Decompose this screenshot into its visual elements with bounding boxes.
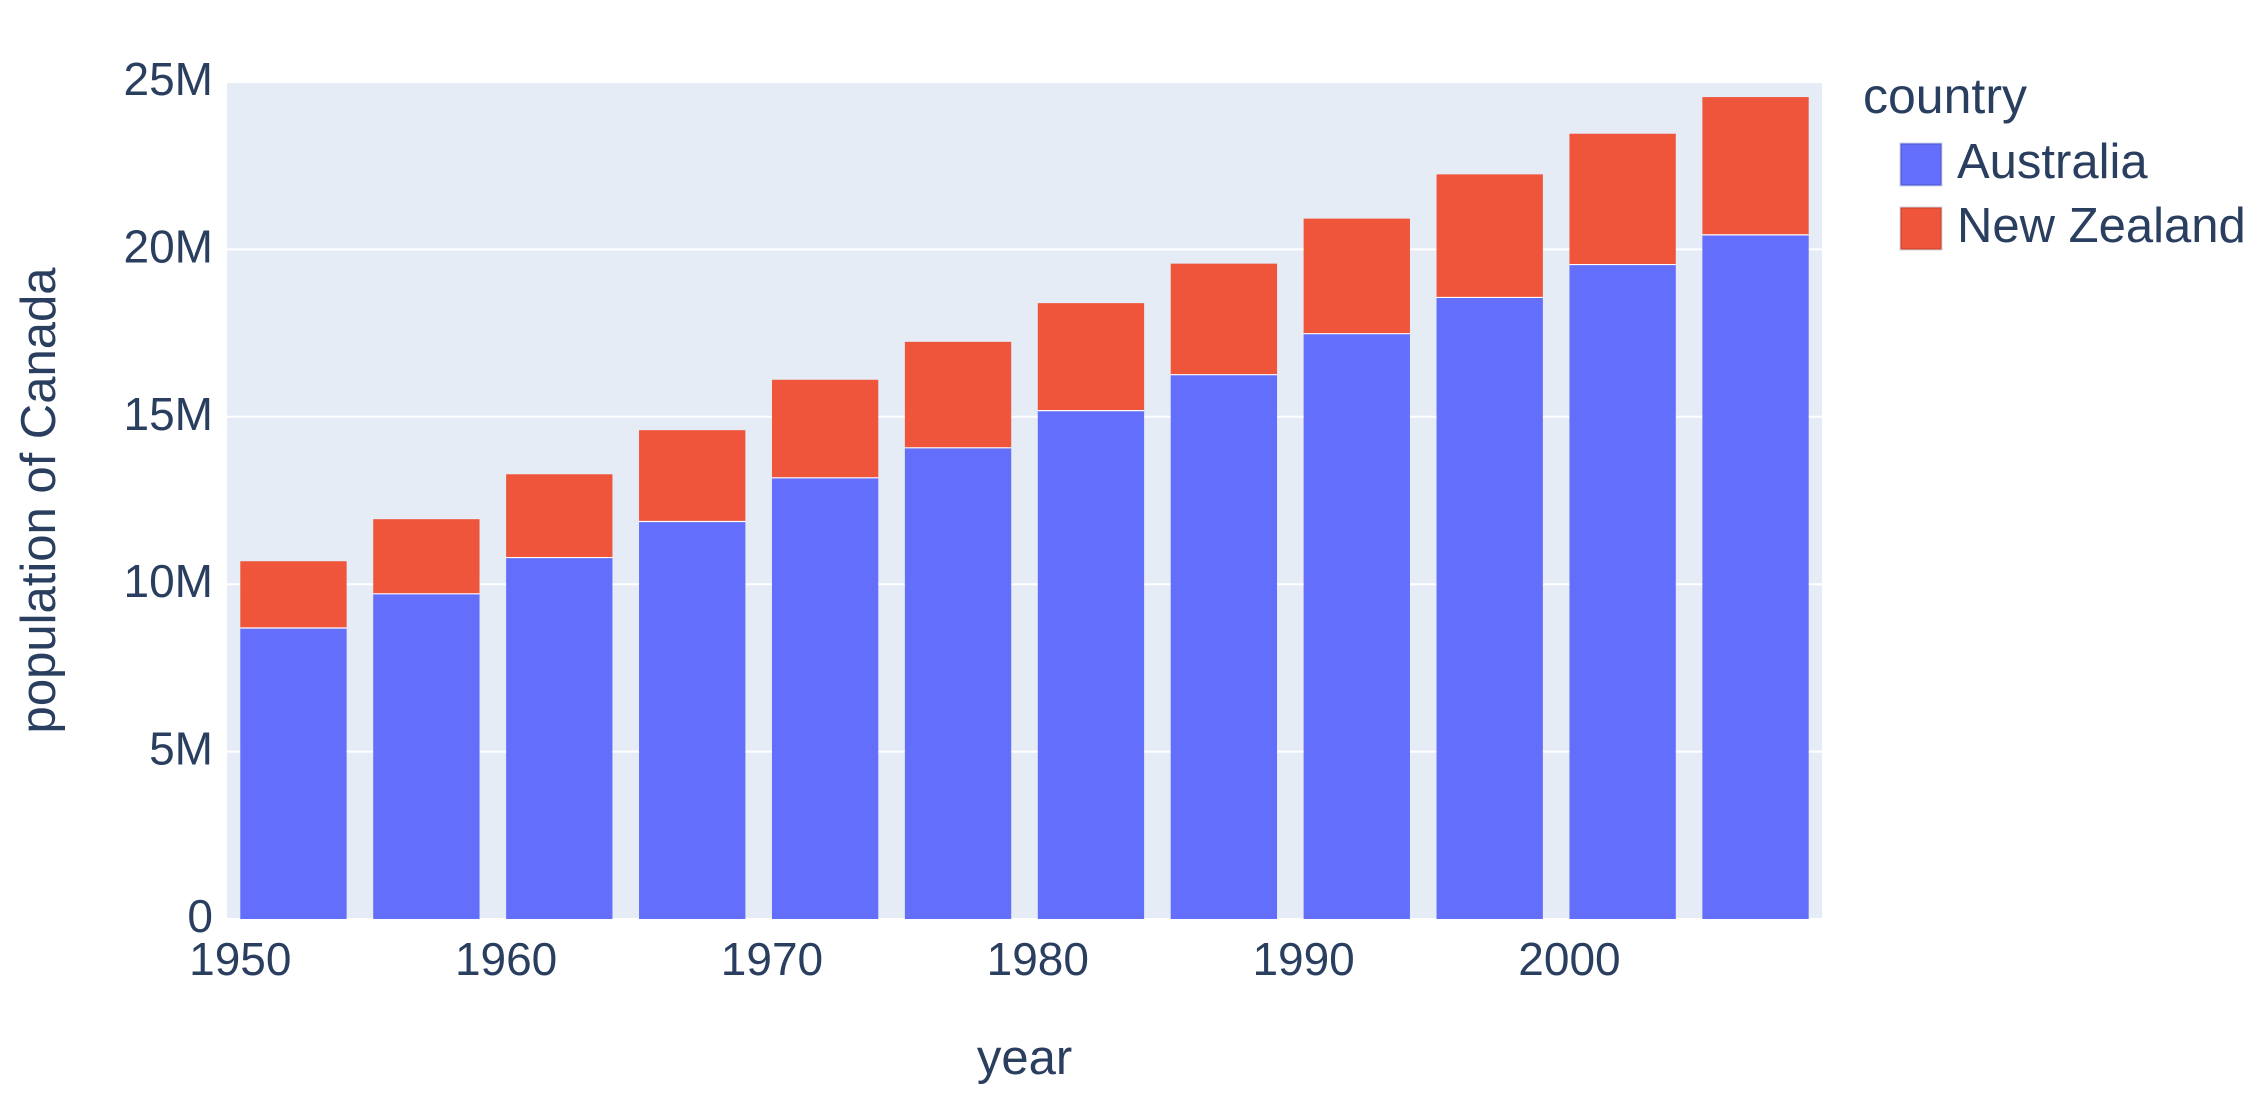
svg-text:1980: 1980 xyxy=(987,933,1089,985)
svg-text:25M: 25M xyxy=(124,53,213,105)
svg-text:Australia: Australia xyxy=(1957,135,2148,189)
svg-text:1990: 1990 xyxy=(1252,933,1354,985)
svg-text:1970: 1970 xyxy=(721,933,823,985)
svg-text:5M: 5M xyxy=(149,723,213,775)
svg-text:1960: 1960 xyxy=(455,933,557,985)
svg-text:population of Canada: population of Canada xyxy=(12,267,66,734)
svg-text:year: year xyxy=(977,1031,1072,1085)
svg-text:New Zealand: New Zealand xyxy=(1957,199,2246,253)
svg-text:15M: 15M xyxy=(124,388,213,440)
svg-text:1950: 1950 xyxy=(189,933,291,985)
svg-text:20M: 20M xyxy=(124,220,213,272)
svg-text:10M: 10M xyxy=(124,555,213,607)
svg-text:2000: 2000 xyxy=(1518,933,1620,985)
svg-text:country: country xyxy=(1863,68,2027,124)
